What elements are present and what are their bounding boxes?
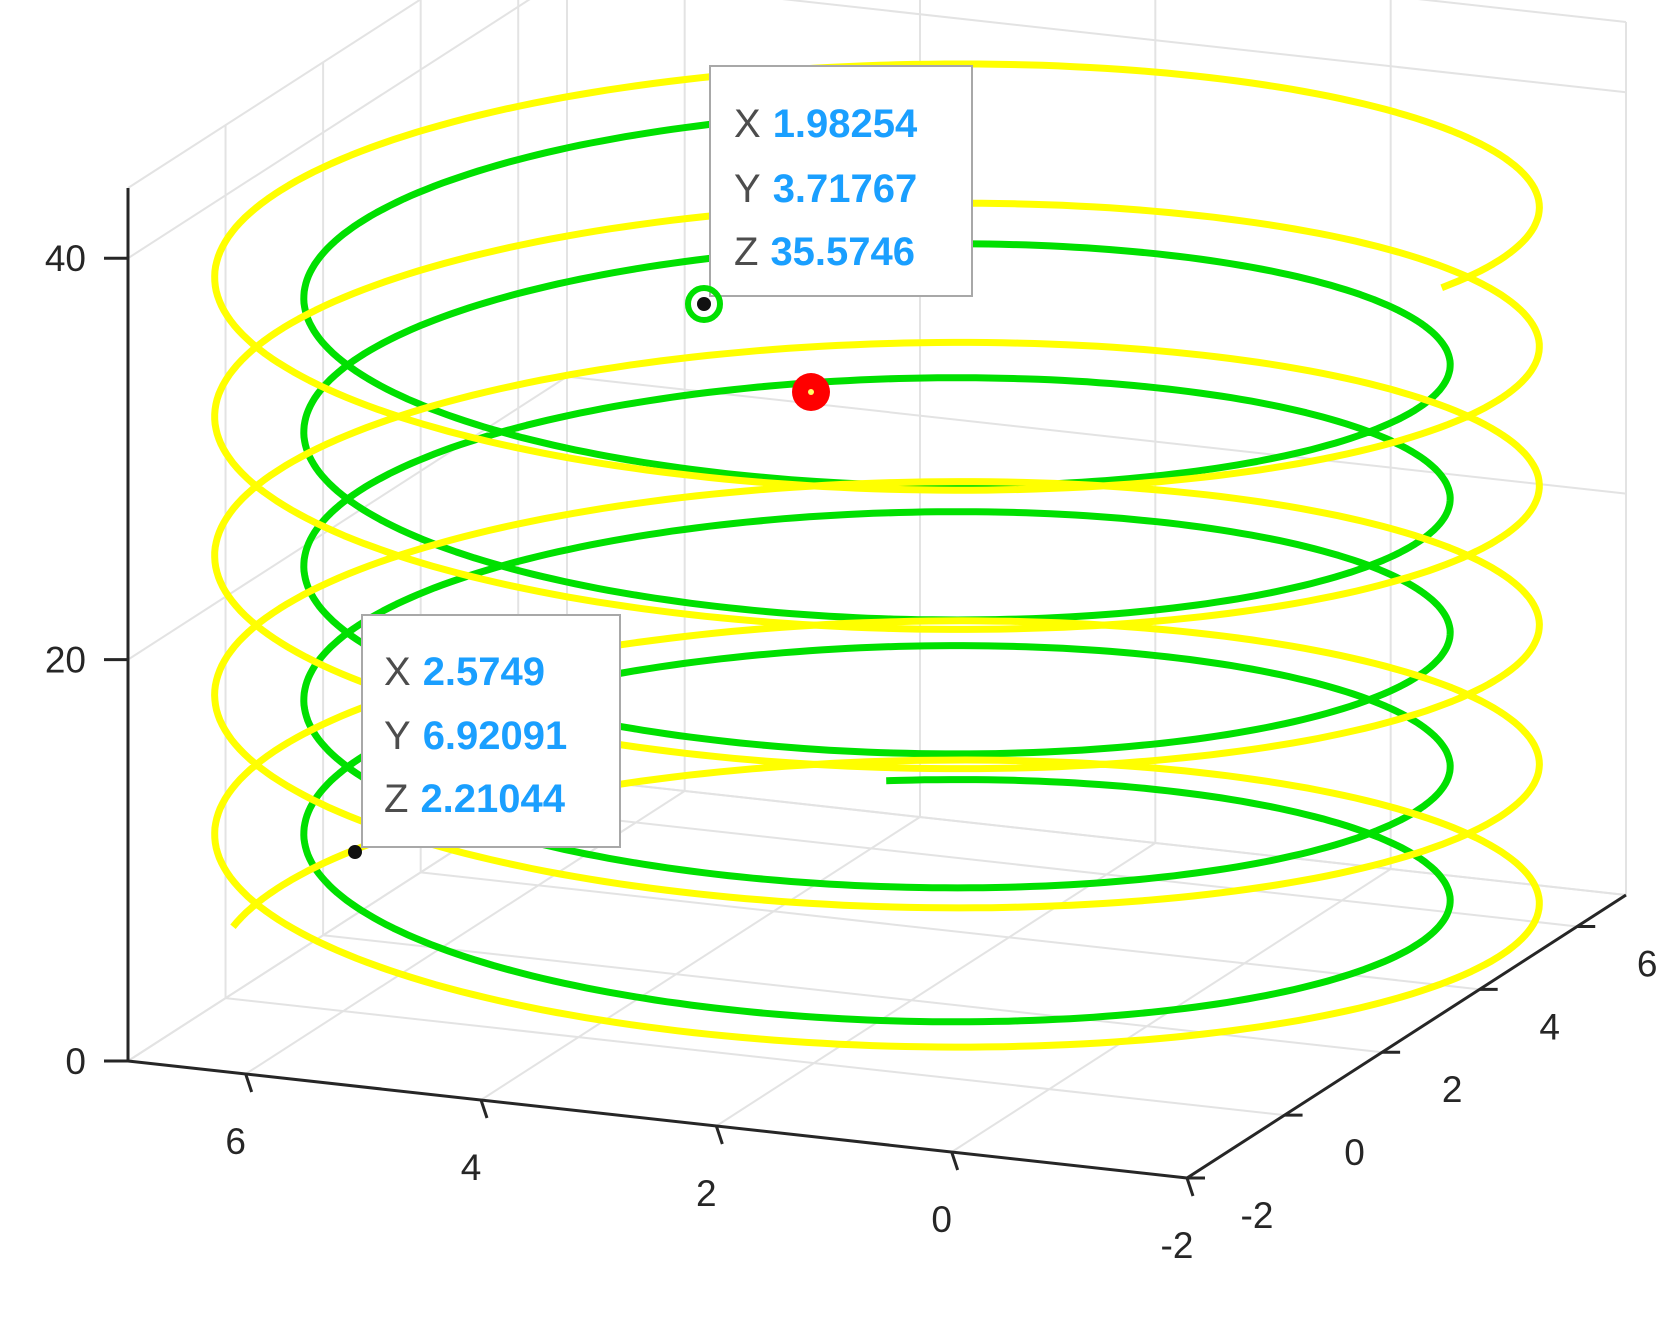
markers [792,373,830,411]
datatip-anchors [348,285,723,859]
z-tick-label: 20 [45,640,86,681]
y-axis-line [1186,893,1627,1180]
x-tick-mark [714,1125,724,1145]
x-tick-label: 2 [696,1173,717,1214]
floor-grid-line-x [480,816,921,1101]
datatip-top-anchor-ring [685,285,723,323]
y-tick-label: 4 [1539,1006,1560,1047]
x-tick-label: 6 [225,1121,246,1162]
x-tick-mark [244,1073,254,1093]
x-tick-mark [1185,1177,1195,1197]
datatip-top-z-label: Z [734,230,758,274]
x-tick-mark [950,1151,960,1171]
floor-grid-line-y [420,871,1480,991]
datatip-bottom-x-label: X [384,650,411,694]
sidewall-grid-horizontal [127,0,422,189]
y-tick-label: 2 [1442,1069,1463,1110]
sidewall-grid-horizontal [127,0,531,260]
datatip-top-y-value: 3.71767 [773,167,918,211]
datatip-top-anchor[interactable] [697,297,711,311]
x-tick-mark [479,1099,489,1119]
svg-text:Z35.5746: Z 35.5746 [734,230,915,274]
y-tick-label: 6 [1637,943,1658,984]
datatip-top-y-label: Y [734,167,761,211]
y-tick-label: -2 [1241,1195,1274,1236]
floor-grid-line-x [715,842,1156,1127]
svg-text:X1.98254: X 1.98254 [734,102,918,146]
datatip-bottom-x-value: 2.5749 [423,650,545,694]
axes [104,188,1627,1197]
z-tick-label: 0 [65,1041,86,1082]
backwall-grid-horizontal [566,375,1627,495]
series-2-helix [211,60,1543,1051]
floor-grid-line-y [225,997,1285,1117]
datatip-bottom-box [361,614,621,848]
marker-center [808,389,814,395]
svg-text:Y3.71767: Y 3.71767 [734,167,917,211]
svg-text:X2.5749: X 2.5749 [384,650,545,694]
y-tick-label: 0 [1344,1132,1365,1173]
datatip-top[interactable]: X 1.98254 Y 3.71767 Z 35.5746 [709,65,973,297]
x-tick-label: 0 [931,1199,952,1240]
datatip-bottom-z-label: Z [384,777,408,821]
x-tick-label: -2 [1161,1225,1194,1266]
datatip-top-z-value: 35.5746 [770,230,915,274]
x-tick-label: 4 [461,1147,482,1188]
datatip-top-x-label: X [734,102,761,146]
svg-text:Y6.92091: Y 6.92091 [384,714,567,758]
backwall-grid-horizontal [566,777,1627,896]
backwall-grid-horizontal [781,0,1627,94]
datatip-bottom[interactable]: X 2.5749 Y 6.92091 Z 2.21044 [361,614,621,848]
sidewall-grid-horizontal [127,375,568,661]
backwall-grid-horizontal [1417,0,1627,23]
datatip-bottom-y-label: Y [384,714,411,758]
datatip-bottom-z-value: 2.21044 [420,777,565,821]
x-axis-line [127,1059,1188,1180]
floor-grid-line-y [518,808,1578,928]
datatip-top-x-value: 1.98254 [773,102,918,146]
datatip-bottom-y-value: 6.92091 [423,714,568,758]
datatip-bottom-anchor[interactable] [348,845,362,859]
svg-text:Z2.21044: Z 2.21044 [384,777,566,821]
datatip-top-box [709,65,973,297]
z-tick-label: 40 [45,238,86,279]
